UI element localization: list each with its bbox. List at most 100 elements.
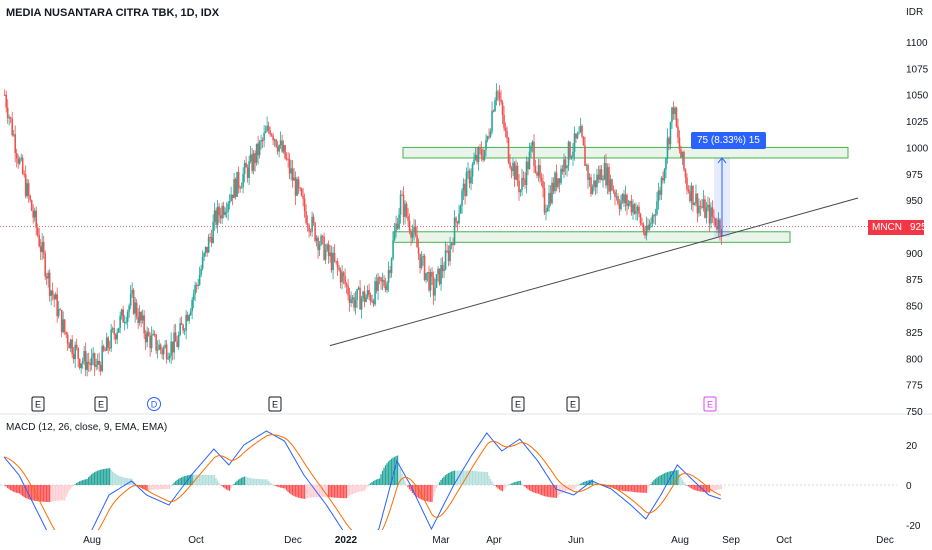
candle-body — [143, 315, 145, 334]
macd-histogram-bar — [605, 485, 607, 487]
macd-histogram-bar — [50, 485, 52, 502]
candle-body — [471, 164, 474, 177]
candle-body — [182, 324, 184, 331]
macd-label: MACD (12, 26, close, 9, EMA, EMA) — [6, 422, 168, 433]
macd-histogram-bar — [153, 485, 156, 490]
macd-histogram-bar — [467, 470, 469, 485]
candle-body — [347, 285, 349, 296]
candle-body — [96, 360, 99, 365]
candle-body — [387, 270, 390, 283]
macd-histogram-bar — [675, 470, 678, 485]
candle-body — [110, 329, 112, 349]
event-badge-label: E — [707, 400, 713, 410]
candle-body — [65, 332, 67, 335]
macd-histogram-bar — [552, 485, 555, 498]
macd-histogram-bar — [462, 470, 465, 485]
candle-body — [215, 210, 217, 225]
macd-histogram-bar — [437, 485, 439, 486]
macd-histogram-bar — [638, 485, 640, 493]
macd-histogram-bar — [239, 478, 241, 485]
candle-body — [407, 216, 409, 221]
macd-histogram-bar — [258, 479, 261, 485]
candle-body — [653, 215, 655, 217]
candle-body — [359, 287, 361, 310]
macd-histogram-bar — [90, 474, 93, 485]
x-tick-label: Oct — [776, 535, 792, 546]
macd-histogram-bar — [531, 485, 534, 492]
earnings-event-badge[interactable]: E — [566, 396, 580, 412]
candle-body — [570, 156, 573, 159]
x-tick-label: 2022 — [335, 535, 358, 546]
candle-body — [459, 206, 462, 214]
candle-body — [701, 206, 703, 208]
macd-histogram-bar — [630, 485, 633, 492]
candle-body — [128, 305, 130, 312]
earnings-event-badge[interactable]: E — [703, 396, 717, 412]
candle-body — [68, 343, 70, 349]
candle-body — [546, 207, 549, 212]
macd-histogram-bar — [599, 484, 601, 486]
candle-body — [419, 253, 421, 269]
candle-body — [131, 289, 133, 294]
macd-histogram-bar — [368, 484, 370, 486]
macd-histogram-bar — [582, 482, 585, 485]
macd-histogram-bar — [59, 485, 61, 501]
candle-body — [609, 179, 612, 192]
candle-body — [23, 173, 25, 175]
macd-histogram-bar — [695, 485, 697, 491]
candle-body — [210, 237, 213, 243]
candle-body — [555, 172, 558, 188]
candle-body — [335, 261, 337, 263]
candle-body — [488, 136, 490, 138]
candle-body — [339, 270, 342, 283]
earnings-event-badge[interactable]: E — [94, 396, 108, 412]
earnings-event-badge[interactable]: E — [31, 396, 45, 412]
macd-histogram-bar — [98, 470, 100, 485]
candle-body — [399, 194, 402, 215]
macd-histogram-bar — [674, 470, 676, 485]
candle-body — [50, 290, 52, 296]
candle-body — [678, 137, 681, 150]
macd-y-tick-label: 20 — [906, 441, 918, 452]
macd-histogram-bar — [18, 485, 21, 494]
candle-body — [468, 170, 471, 184]
candle-body — [114, 334, 117, 340]
candle-body — [41, 241, 43, 252]
candle-body — [563, 159, 565, 172]
macd-histogram-bar — [335, 485, 337, 498]
macd-histogram-bar — [125, 477, 127, 485]
candle-body — [89, 363, 91, 366]
candle-body — [603, 163, 606, 180]
macd-histogram-bar — [159, 485, 162, 490]
macd-histogram-bar — [89, 475, 91, 485]
macd-histogram-bar — [396, 455, 399, 485]
candle-body — [696, 193, 699, 214]
candle-body — [647, 225, 649, 230]
macd-histogram-bar — [618, 485, 621, 491]
candle-body — [353, 297, 355, 308]
candle-body — [126, 311, 129, 322]
macd-histogram-bar — [212, 474, 214, 485]
candle-body — [717, 219, 720, 230]
macd-histogram-bar — [482, 471, 484, 485]
candle-body — [36, 227, 39, 236]
macd-histogram-bar — [20, 485, 22, 495]
candle-body — [303, 198, 306, 212]
candle-body — [236, 171, 238, 197]
candle-body — [201, 256, 204, 269]
earnings-event-badge[interactable]: E — [511, 396, 525, 412]
candle-body — [63, 319, 66, 333]
macd-histogram-bar — [423, 485, 426, 501]
candle-body — [77, 347, 79, 359]
candle-body — [423, 255, 426, 280]
macd-histogram-bar — [494, 485, 496, 486]
earnings-event-badge[interactable]: E — [268, 396, 282, 412]
macd-histogram-bar — [464, 470, 466, 485]
macd-histogram-bar — [288, 485, 291, 494]
macd-histogram-bar — [686, 485, 688, 486]
macd-histogram-bar — [666, 472, 669, 485]
y-tick-label: 1100 — [906, 38, 928, 49]
macd-histogram-bar — [51, 485, 54, 502]
candle-body — [74, 344, 76, 360]
dividend-event-badge[interactable]: D — [147, 397, 161, 411]
